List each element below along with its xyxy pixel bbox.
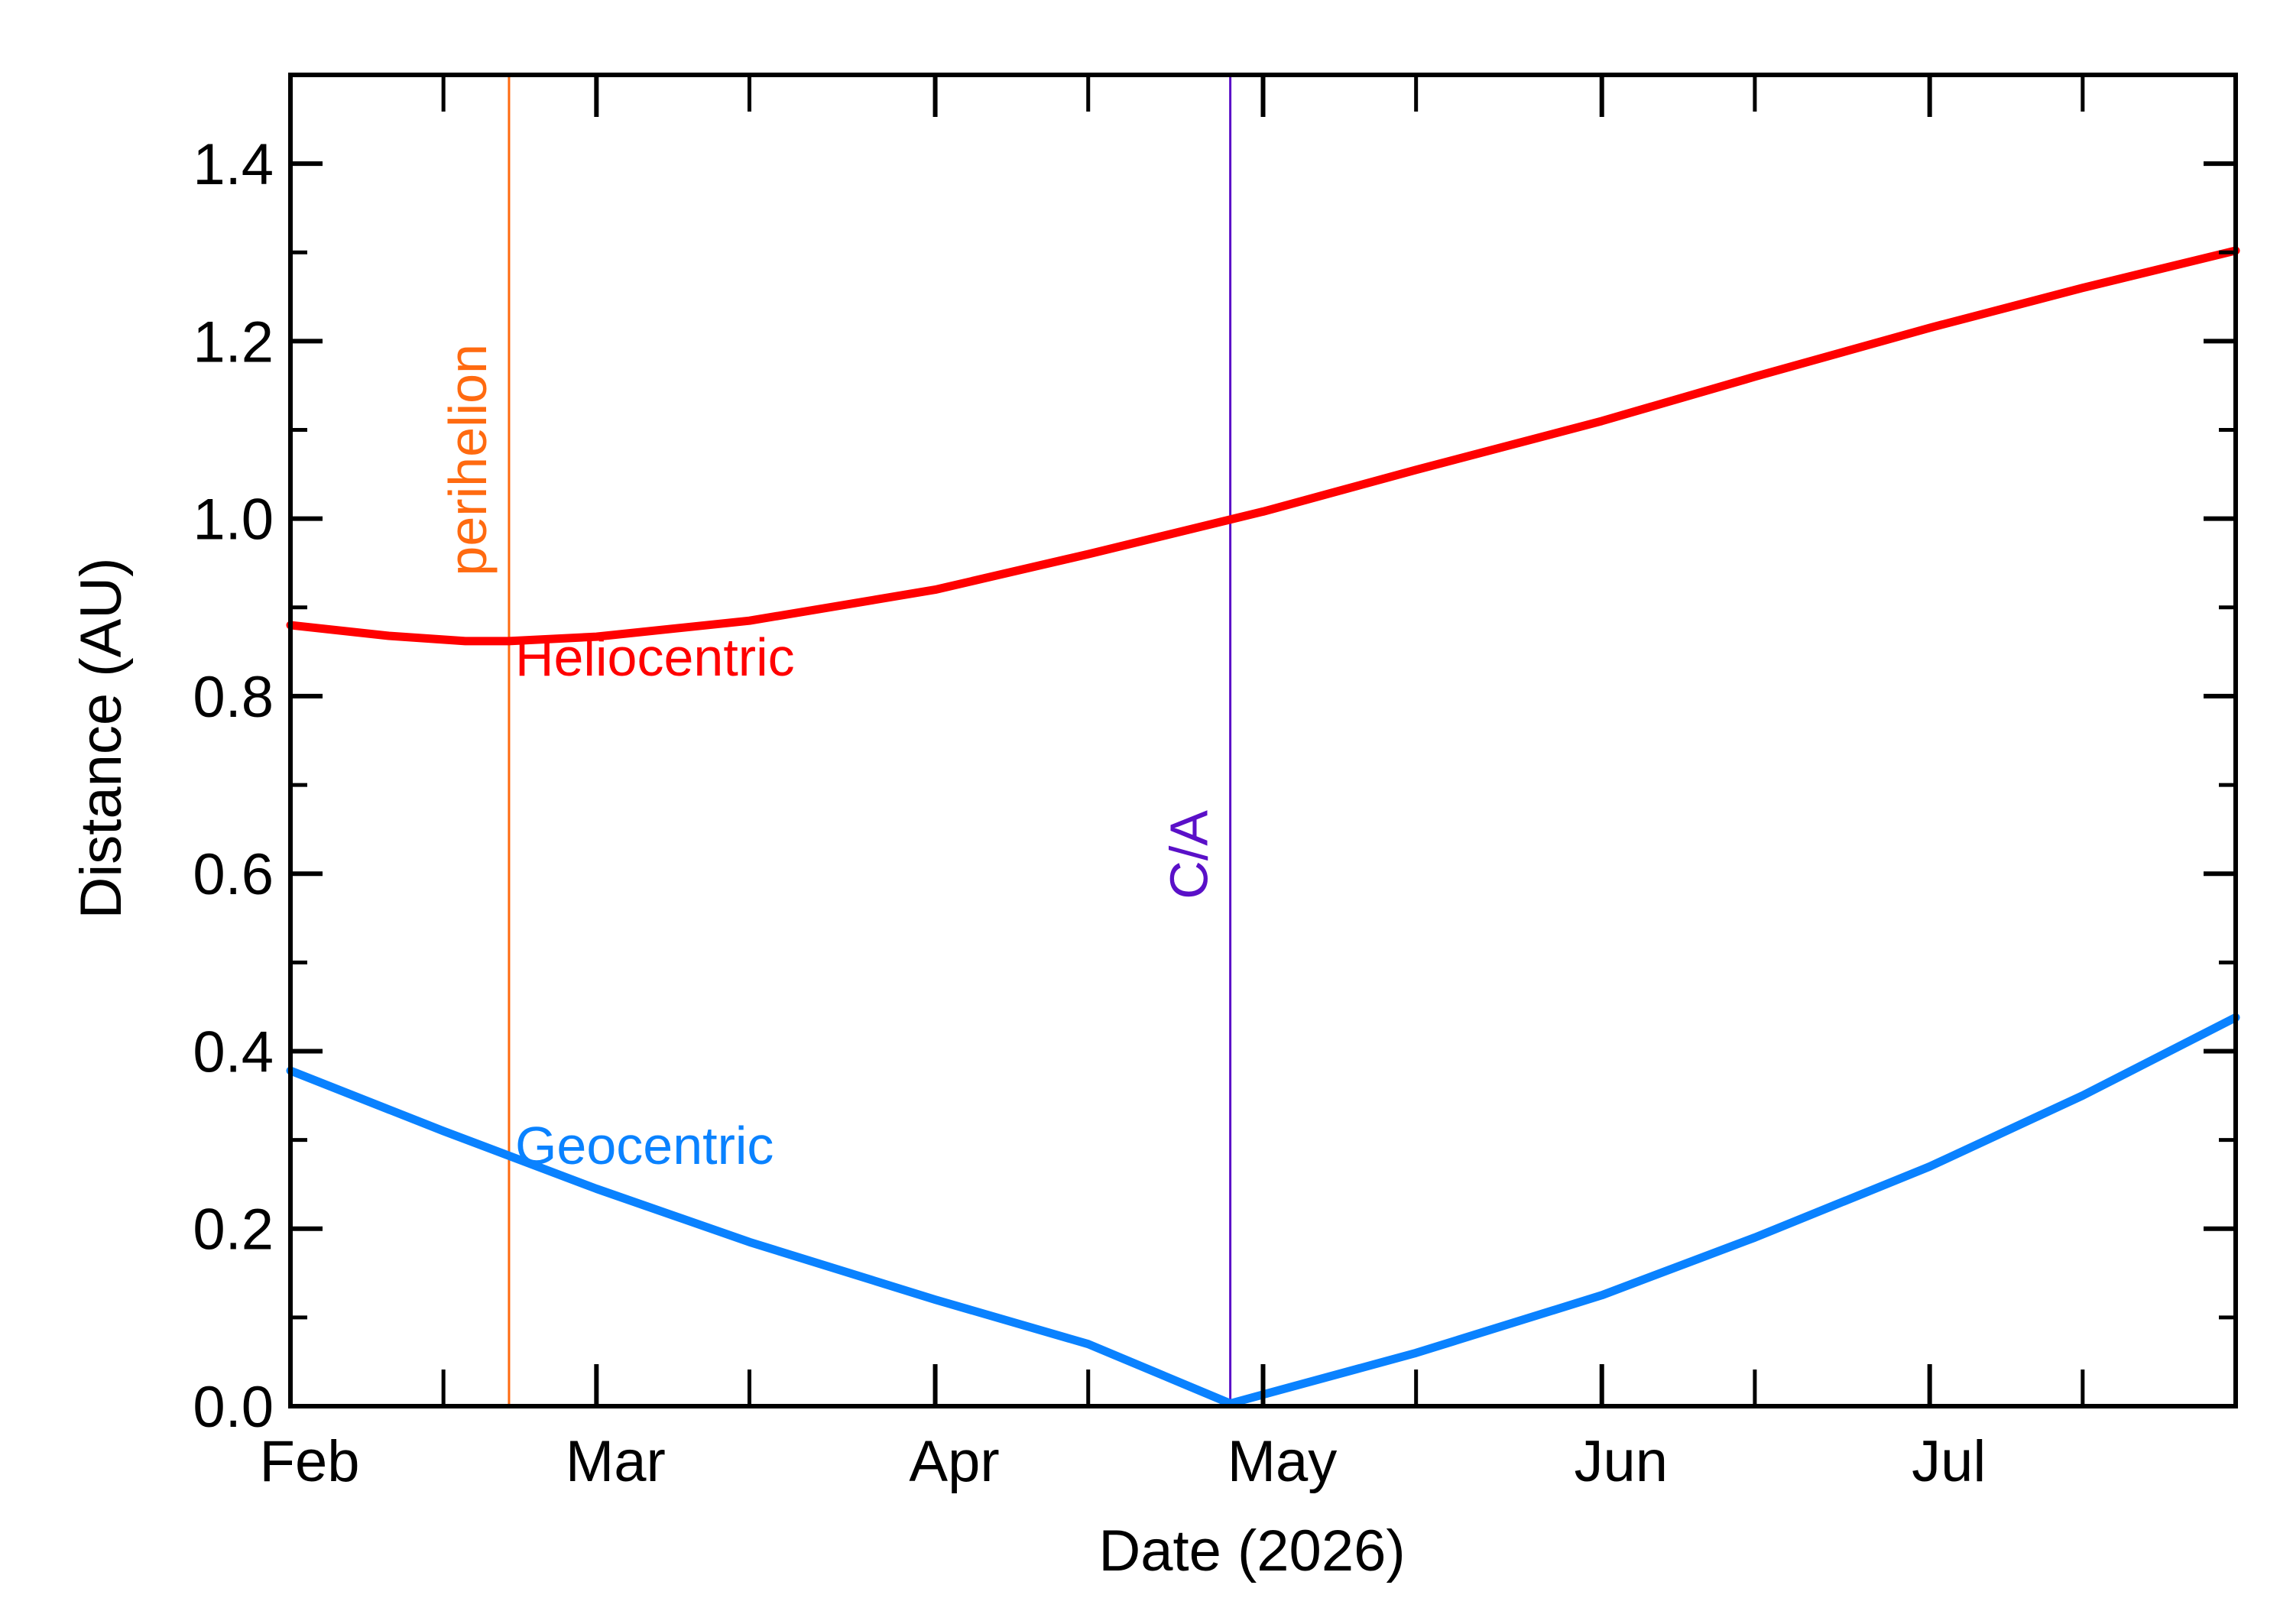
axes: 0.0 0.2 0.4 0.6 0.8 1.0 1.2 1.4 Feb Mar Apr May Jun J…	[193, 73, 2238, 1494]
x-tick-label-4: Jun	[1574, 1429, 1668, 1494]
series-line-0	[286, 246, 2240, 646]
y-axis-title: Distance (AU)	[69, 558, 134, 919]
x-tick-label-3: May	[1228, 1429, 1338, 1494]
y-tick-label-6: 1.2	[193, 310, 274, 374]
y-tick-label-2: 0.4	[193, 1019, 274, 1084]
y-tick-label-3: 0.6	[193, 842, 274, 907]
y-tick-label-5: 1.0	[193, 488, 274, 553]
x-tick-label-1: Mar	[566, 1429, 666, 1494]
labels: perihelion C/A Heliocentric Geocentric	[438, 344, 1219, 1175]
x-tick-label-5: Jul	[1912, 1429, 1986, 1494]
y-tick-label-1: 0.2	[193, 1198, 274, 1263]
y-tick-label-4: 0.8	[193, 665, 274, 730]
series-label-0: Heliocentric	[515, 627, 795, 687]
series-label-1: Geocentric	[515, 1116, 774, 1175]
y-tick-label-0: 0.0	[193, 1375, 274, 1440]
marker-label-1: C/A	[1159, 810, 1219, 900]
x-tick-label-2: Apr	[909, 1429, 999, 1494]
plot-frame	[288, 73, 2238, 1408]
x-tick-label-0: Feb	[260, 1429, 360, 1494]
marker-label-0: perihelion	[438, 344, 498, 576]
series-line-1	[286, 1013, 2240, 1408]
series-lines	[286, 246, 2240, 1408]
x-axis-title: Date (2026)	[1098, 1519, 1405, 1583]
y-tick-label-7: 1.4	[193, 132, 274, 197]
event-markers	[508, 75, 1232, 1406]
